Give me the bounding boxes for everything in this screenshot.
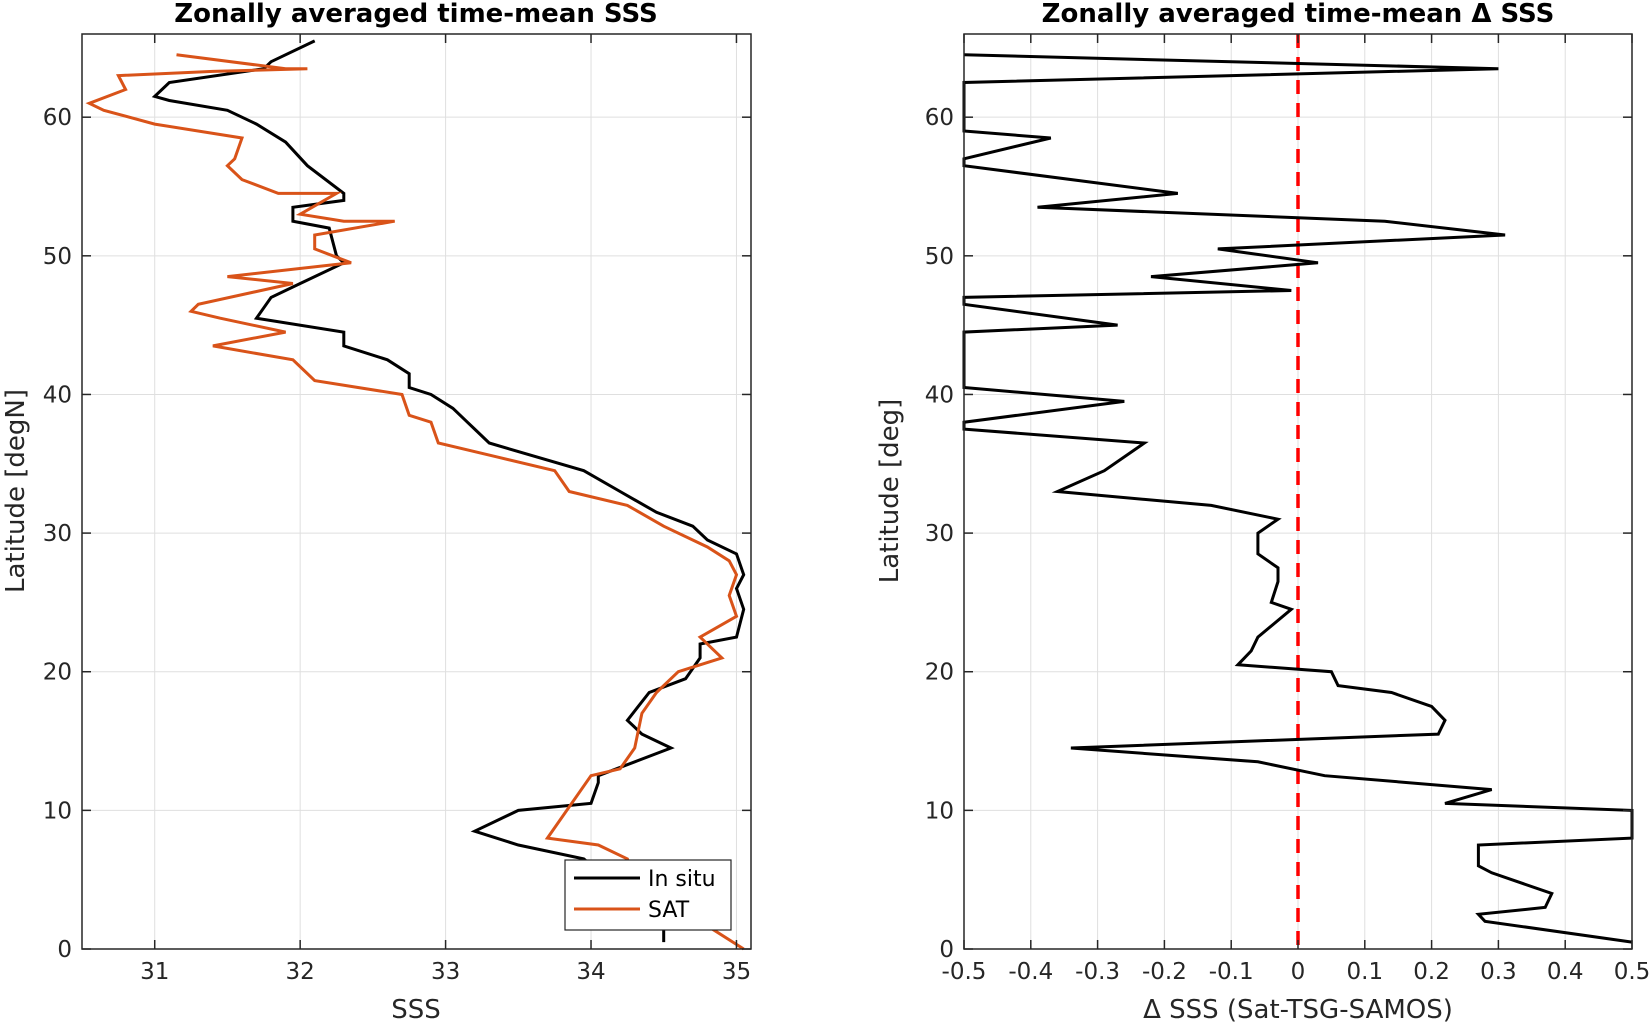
delta-series	[962, 34, 1634, 949]
sss-plot-area	[82, 34, 751, 949]
sss-xtick-label: 32	[286, 959, 315, 985]
legend-in-situ-label: In situ	[648, 867, 716, 892]
delta-ytick-label: 60	[925, 105, 954, 131]
delta-xtick-label: 0.5	[1614, 959, 1651, 985]
delta-xtick-label: -0.2	[1142, 959, 1187, 985]
sss-ytick-label: 30	[43, 521, 72, 547]
sss-panel: 31 32 33 34 35 0 10 20 30 40 50 60 Zonally averaged…	[1, 0, 752, 1025]
sss-ytick-label: 60	[43, 105, 72, 131]
delta-ytick-label: 40	[925, 382, 954, 408]
sss-xtick-label: 35	[722, 959, 751, 985]
legend-sat-label: SAT	[648, 898, 690, 923]
delta-xtick-label: -0.5	[942, 959, 987, 985]
sss-ytick-label: 50	[43, 244, 72, 270]
delta-ytick-label: 30	[925, 521, 954, 547]
sss-ytick-label: 10	[43, 798, 72, 824]
sss-xtick-label: 33	[431, 959, 460, 985]
sss-series-line-2	[85, 53, 745, 951]
sss-ylabel: Latitude [degN]	[1, 389, 31, 593]
sss-axes-box	[81, 33, 752, 950]
legend-box	[564, 859, 732, 931]
delta-xtick-label: 0.2	[1413, 959, 1450, 985]
delta-xtick-label: 0.4	[1547, 959, 1584, 985]
sss-series-line-1	[151, 39, 746, 943]
sss-ytick-label: 40	[43, 382, 72, 408]
sss-legend: In situ SAT	[564, 859, 732, 931]
sss-xtick-label: 34	[576, 959, 605, 985]
delta-title: Zonally averaged time-mean Δ SSS	[1042, 0, 1555, 29]
delta-xtick-label: -0.3	[1075, 959, 1120, 985]
delta-xtick-label: -0.4	[1008, 959, 1053, 985]
sss-title: Zonally averaged time-mean SSS	[174, 0, 658, 29]
delta-ticks: -0.5 -0.4 -0.3 -0.2 -0.1 0 0.1 0.2 0.3 0.4 0.5 0 10 2…	[925, 34, 1651, 985]
sss-xlabel: SSS	[391, 995, 441, 1025]
delta-xlabel: Δ SSS (Sat-TSG-SAMOS)	[1143, 995, 1453, 1025]
delta-xtick-label: -0.1	[1209, 959, 1254, 985]
sss-ytick-label: 0	[57, 937, 72, 963]
sss-ytick-label: 20	[43, 660, 72, 686]
delta-series-line-1	[962, 53, 1634, 944]
sss-series	[85, 39, 746, 951]
sss-ticks: 31 32 33 34 35 0 10 20 30 40 50 60	[43, 34, 751, 985]
delta-ytick-label: 20	[925, 660, 954, 686]
delta-xtick-label: 0.3	[1480, 959, 1517, 985]
delta-ytick-label: 10	[925, 798, 954, 824]
delta-ytick-label: 50	[925, 244, 954, 270]
delta-ylabel: Latitude [deg]	[875, 399, 905, 584]
delta-xtick-label: 0.1	[1347, 959, 1384, 985]
delta-xtick-label: 0	[1291, 959, 1306, 985]
delta-sss-panel: -0.5 -0.4 -0.3 -0.2 -0.1 0 0.1 0.2 0.3 0.4 0.5 0 10 2…	[875, 0, 1650, 1025]
delta-ytick-label: 0	[939, 937, 954, 963]
sss-xtick-label: 31	[140, 959, 169, 985]
